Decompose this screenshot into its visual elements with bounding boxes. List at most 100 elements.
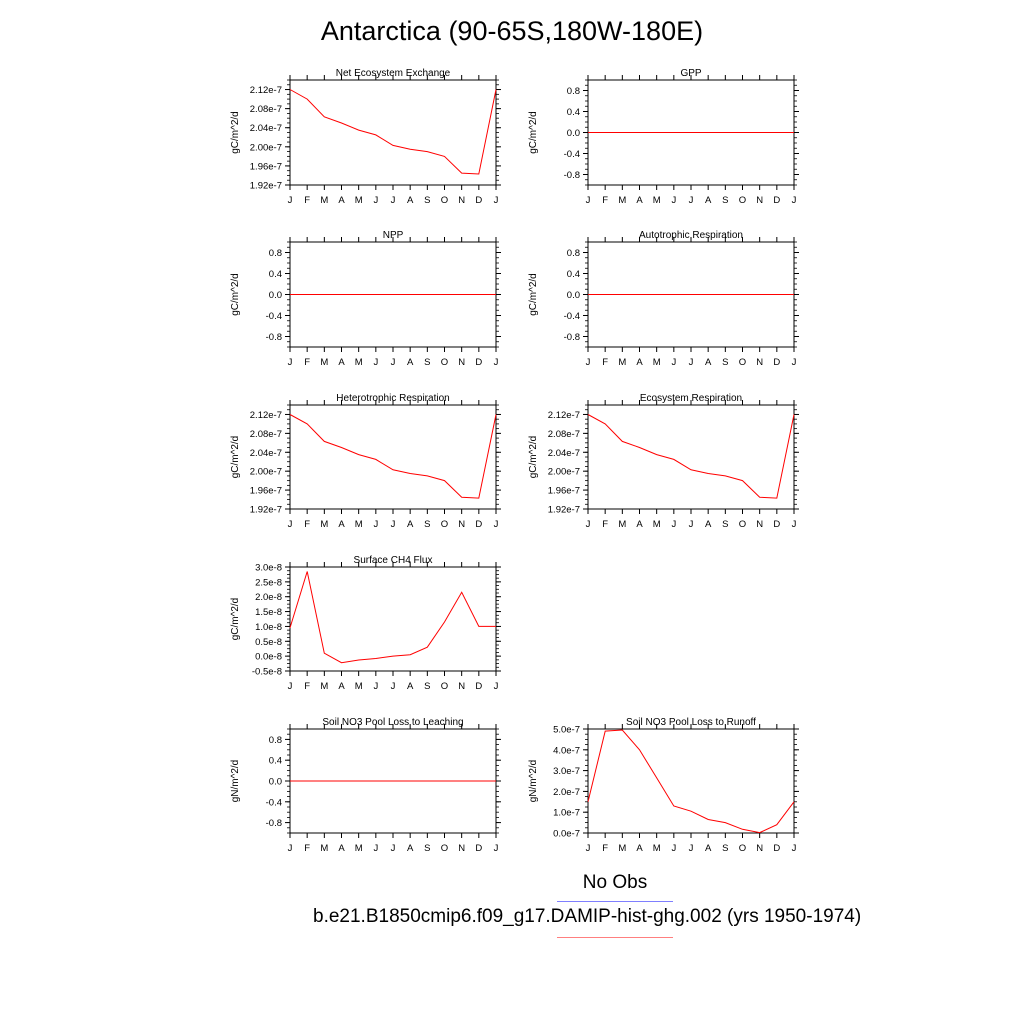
panel-2-xtick-label: S: [424, 357, 430, 368]
panel-7-xtick-label: M: [355, 843, 363, 854]
panel-5-xtick-label: O: [739, 519, 746, 530]
panel-8-ytick-label: 1.0e-7: [553, 808, 580, 819]
panel-1-ytick-label: 0.0: [567, 128, 580, 139]
panel-7-xtick-label: M: [320, 843, 328, 854]
panel-7-xtick-label: F: [304, 843, 310, 854]
panel-7-xtick-label: O: [441, 843, 448, 854]
panel-8-xtick-label: S: [722, 843, 728, 854]
panel-0-ytick-label: 1.92e-7: [250, 181, 282, 192]
panel-5-xtick-label: D: [773, 519, 780, 530]
panel-8-xtick-label: J: [671, 843, 676, 854]
panel-7-ytick-label: 0.8: [269, 735, 282, 746]
panel-4-ylabel: gC/m^2/d: [230, 436, 241, 479]
panel-1-xtick-label: D: [773, 195, 780, 206]
panel-0-xtick-label: J: [494, 195, 499, 206]
panel-2-ytick-label: 0.0: [269, 290, 282, 301]
panel-3-xtick-label: M: [618, 357, 626, 368]
panel-3-ytick-label: -0.4: [564, 311, 580, 322]
panel-2-xtick-label: J: [288, 357, 293, 368]
panel-5-ytick-label: 1.92e-7: [548, 505, 580, 516]
legend-obs-label: No Obs: [582, 872, 648, 893]
panel-4-ytick-label: 1.96e-7: [250, 486, 282, 497]
panel-6-ytick-label: -0.5e-8: [252, 667, 282, 678]
panel-6-ytick-label: 2.0e-8: [255, 592, 282, 603]
panel-6-ylabel: gC/m^2/d: [230, 598, 241, 641]
panel-2-ytick-label: -0.4: [266, 311, 282, 322]
panel-8-series-line: [587, 729, 795, 834]
panel-0-title: Net Ecosystem Exchange: [336, 68, 451, 79]
panel-8-ytick-label: 0.0e-7: [553, 829, 580, 840]
panel-8-ytick-label: 3.0e-7: [553, 766, 580, 777]
panel-0-xtick-label: J: [391, 195, 396, 206]
panel-6-xtick-label: J: [494, 681, 499, 692]
panel-0-xtick-label: A: [338, 195, 345, 206]
panel-5-xtick-label: A: [636, 519, 643, 530]
panel-8-xtick-label: M: [618, 843, 626, 854]
panel-1-xtick-label: O: [739, 195, 746, 206]
panel-7-xtick-label: J: [373, 843, 378, 854]
panel-3-ytick-label: -0.8: [564, 332, 580, 343]
panel-8-title: Soil NO3 Pool Loss to Runoff: [626, 717, 756, 728]
panel-6-ytick-label: 3.0e-8: [255, 563, 282, 574]
panel-1-xtick-label: J: [671, 195, 676, 206]
panel-7-ylabel: gN/m^2/d: [230, 760, 241, 803]
panel-6-xtick-label: F: [304, 681, 310, 692]
panel-6-xtick-label: D: [475, 681, 482, 692]
panel-6-xtick-label: S: [424, 681, 430, 692]
panel-2-xtick-label: N: [458, 357, 465, 368]
panel-6-xtick-label: J: [391, 681, 396, 692]
panel-0-xtick-label: M: [320, 195, 328, 206]
panel-6-xtick-label: M: [355, 681, 363, 692]
panel-4-ytick-label: 2.12e-7: [250, 410, 282, 421]
panel-0-xtick-label: M: [355, 195, 363, 206]
panel-5-xtick-label: M: [653, 519, 661, 530]
panel-6-ytick-label: 0.0e-8: [255, 652, 282, 663]
panel-4-xtick-label: M: [355, 519, 363, 530]
panel-1-xtick-label: J: [586, 195, 591, 206]
panel-8-xtick-label: N: [756, 843, 763, 854]
panel-4-xtick-label: N: [458, 519, 465, 530]
panel-8-ytick-label: 4.0e-7: [553, 745, 580, 756]
panel-8-xtick-label: D: [773, 843, 780, 854]
panel-0-series-line: [289, 89, 497, 175]
panel-1-xtick-label: M: [653, 195, 661, 206]
panel-7-xtick-label: A: [407, 843, 414, 854]
panel-4-xtick-label: J: [288, 519, 293, 530]
panel-0-xtick-label: J: [373, 195, 378, 206]
panel-0-ytick-label: 1.96e-7: [250, 161, 282, 172]
panel-6-ytick-label: 2.5e-8: [255, 577, 282, 588]
panel-3-xtick-label: J: [586, 357, 591, 368]
panel-6-title: Surface CH4 Flux: [354, 555, 433, 566]
panel-6-frame: [289, 566, 497, 672]
panel-8-ytick-label: 5.0e-7: [553, 725, 580, 736]
panel-0-ytick-label: 2.08e-7: [250, 104, 282, 115]
panel-0-xtick-label: A: [407, 195, 414, 206]
panel-7-xtick-label: A: [338, 843, 345, 854]
panel-0-xtick-label: D: [475, 195, 482, 206]
panel-2-xtick-label: J: [494, 357, 499, 368]
panel-0-ylabel: gC/m^2/d: [230, 111, 241, 154]
panel-6-ytick-label: 1.0e-8: [255, 622, 282, 633]
panel-2-xtick-label: J: [391, 357, 396, 368]
panel-0-ytick-label: 2.04e-7: [250, 123, 282, 134]
panel-1-ylabel: gC/m^2/d: [528, 111, 539, 154]
panel-4-ytick-label: 2.08e-7: [250, 429, 282, 440]
panel-3-xtick-label: J: [689, 357, 694, 368]
panel-4-title: Heterotrophic Respiration: [336, 393, 449, 404]
panel-6-xtick-label: O: [441, 681, 448, 692]
panel-6-xtick-label: A: [407, 681, 414, 692]
panel-5-ytick-label: 2.00e-7: [548, 467, 580, 478]
panel-1-xtick-label: F: [602, 195, 608, 206]
panel-6-series-line: [289, 571, 496, 664]
panel-4-xtick-label: J: [373, 519, 378, 530]
panel-8-xtick-label: F: [602, 843, 608, 854]
panel-0-xtick-label: O: [441, 195, 448, 206]
panel-2-ylabel: gC/m^2/d: [230, 273, 241, 316]
panel-7-xtick-label: J: [494, 843, 499, 854]
panel-3-ytick-label: 0.8: [567, 248, 580, 259]
panel-5-xtick-label: J: [586, 519, 591, 530]
panel-7-xtick-label: J: [288, 843, 293, 854]
panel-5-ytick-label: 2.08e-7: [548, 429, 580, 440]
panel-8-xtick-label: A: [636, 843, 643, 854]
panel-1-ytick-label: 0.4: [567, 107, 580, 118]
